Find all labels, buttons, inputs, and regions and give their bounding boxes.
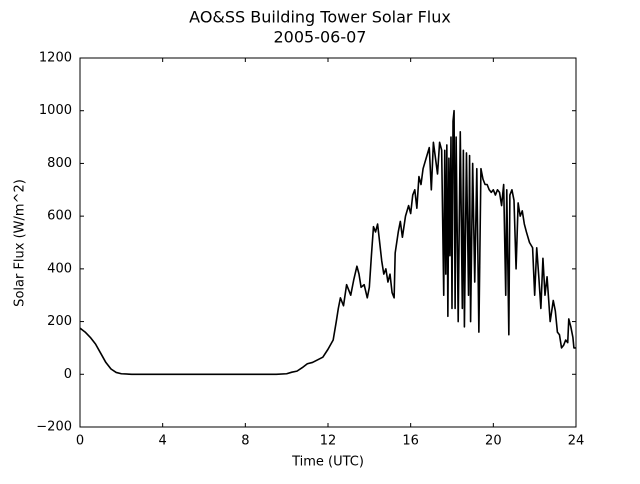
y-tick-label: 1000 bbox=[39, 103, 72, 118]
x-tick-label: 16 bbox=[402, 434, 419, 449]
x-tick-label: 12 bbox=[320, 434, 337, 449]
data-line bbox=[79, 109, 576, 376]
plot-frame bbox=[79, 57, 577, 428]
y-tick-label: 800 bbox=[47, 156, 72, 171]
x-tick-label: 0 bbox=[76, 434, 84, 449]
x-tick-label: 20 bbox=[485, 434, 502, 449]
y-tick-label: 200 bbox=[47, 314, 72, 329]
x-tick-label: 24 bbox=[568, 434, 585, 449]
y-tick-label: 0 bbox=[64, 367, 72, 382]
x-tick-label: 4 bbox=[159, 434, 167, 449]
y-tick-label: 600 bbox=[47, 209, 72, 224]
y-tick-label: −200 bbox=[36, 420, 72, 435]
y-axis-label: Solar Flux (W/m^2) bbox=[13, 179, 28, 307]
chart-subtitle: 2005-06-07 bbox=[274, 28, 367, 47]
y-tick-label: 1200 bbox=[39, 51, 72, 66]
y-tick-label: 400 bbox=[47, 261, 72, 276]
x-tick-label: 8 bbox=[241, 434, 249, 449]
chart-title: AO&SS Building Tower Solar Flux bbox=[189, 8, 451, 27]
x-axis-label: Time (UTC) bbox=[291, 455, 364, 470]
